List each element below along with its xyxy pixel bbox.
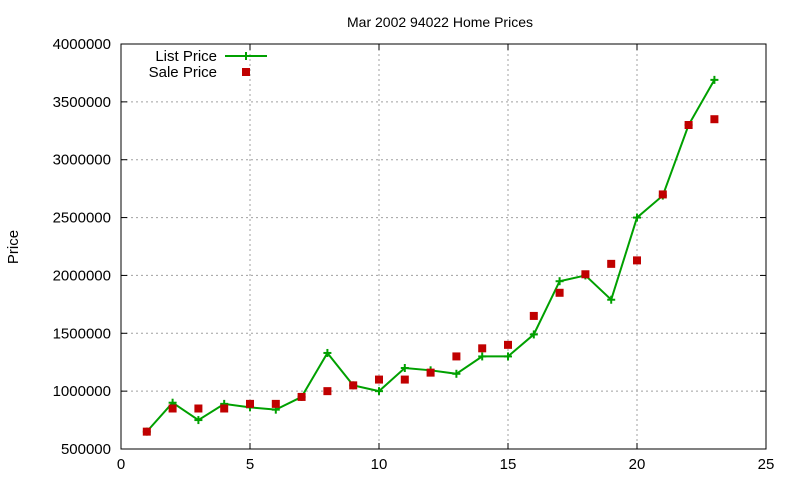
- sale-price-point: [529, 311, 538, 320]
- list-price-point: [529, 330, 538, 339]
- series-0: [142, 75, 719, 436]
- sale-price-point: [684, 121, 693, 129]
- list-price-line: [146, 79, 716, 433]
- x-tick-label: 25: [758, 456, 775, 473]
- sale-price-point: [607, 259, 616, 268]
- sale-price-point: [375, 375, 383, 384]
- list-price-point: [555, 277, 564, 286]
- sale-price-point: [297, 392, 306, 401]
- sale-price-point: [323, 387, 332, 396]
- list-price-point: [504, 352, 512, 361]
- y-tick-label: 3500000: [53, 94, 111, 111]
- sale-price-point: [581, 270, 590, 279]
- list-price-point: [400, 364, 409, 372]
- list-price-point: [375, 387, 383, 396]
- list-price-point: [607, 295, 616, 304]
- legend-label-sale-price: Sale Price: [149, 64, 217, 81]
- x-tick-label: 20: [629, 456, 646, 473]
- grid-lines: [121, 44, 766, 449]
- y-tick-label: 1000000: [53, 383, 111, 400]
- list-price-point: [478, 352, 487, 361]
- y-tick-label: 1500000: [53, 325, 111, 342]
- sale-price-point: [246, 399, 254, 408]
- axis-ticks: 0 5 10 15 20 25 500000 1000000 1500000 2000000 250…: [53, 36, 775, 473]
- list-price-point: [633, 213, 641, 222]
- plot-frame: [120, 43, 767, 450]
- legend-label-list-price: List Price: [155, 48, 217, 65]
- sale-price-point: [271, 399, 280, 408]
- list-price-point: [323, 348, 332, 357]
- y-axis-label: Price: [5, 230, 22, 264]
- y-tick-label: 500000: [61, 441, 111, 458]
- sale-price-point: [426, 368, 435, 377]
- x-tick-label: 10: [371, 456, 388, 473]
- y-tick-label: 3000000: [53, 152, 111, 169]
- sale-price-point: [194, 404, 203, 413]
- chart-title: Mar 2002 94022 Home Prices: [347, 14, 533, 30]
- sale-price-point: [710, 115, 719, 124]
- x-tick-label: 15: [500, 456, 517, 473]
- data-series: [142, 75, 719, 436]
- sale-price-point: [658, 190, 667, 199]
- x-tick-label: 0: [117, 456, 125, 473]
- list-price-point: [194, 416, 203, 425]
- sale-price-point: [400, 375, 409, 384]
- sale-price-point: [504, 340, 512, 349]
- sale-price-point: [555, 288, 564, 297]
- legend: List Price Sale Price: [149, 48, 267, 81]
- y-tick-label: 4000000: [53, 36, 111, 53]
- sale-price-point: [349, 381, 358, 390]
- list-price-point: [452, 369, 461, 378]
- sale-price-point: [452, 352, 461, 361]
- x-tick-label: 5: [246, 456, 254, 473]
- list-price-point: [710, 75, 719, 84]
- y-tick-label: 2000000: [53, 267, 111, 284]
- series-1: [142, 115, 719, 436]
- sale-price-point: [633, 256, 641, 265]
- sale-price-point: [168, 404, 177, 413]
- legend-marker-list-price: [242, 52, 250, 60]
- sale-price-point: [220, 404, 229, 413]
- sale-price-point: [142, 427, 151, 436]
- y-tick-label: 2500000: [53, 210, 111, 227]
- sale-price-point: [478, 344, 487, 353]
- legend-marker-sale-price: [242, 68, 250, 76]
